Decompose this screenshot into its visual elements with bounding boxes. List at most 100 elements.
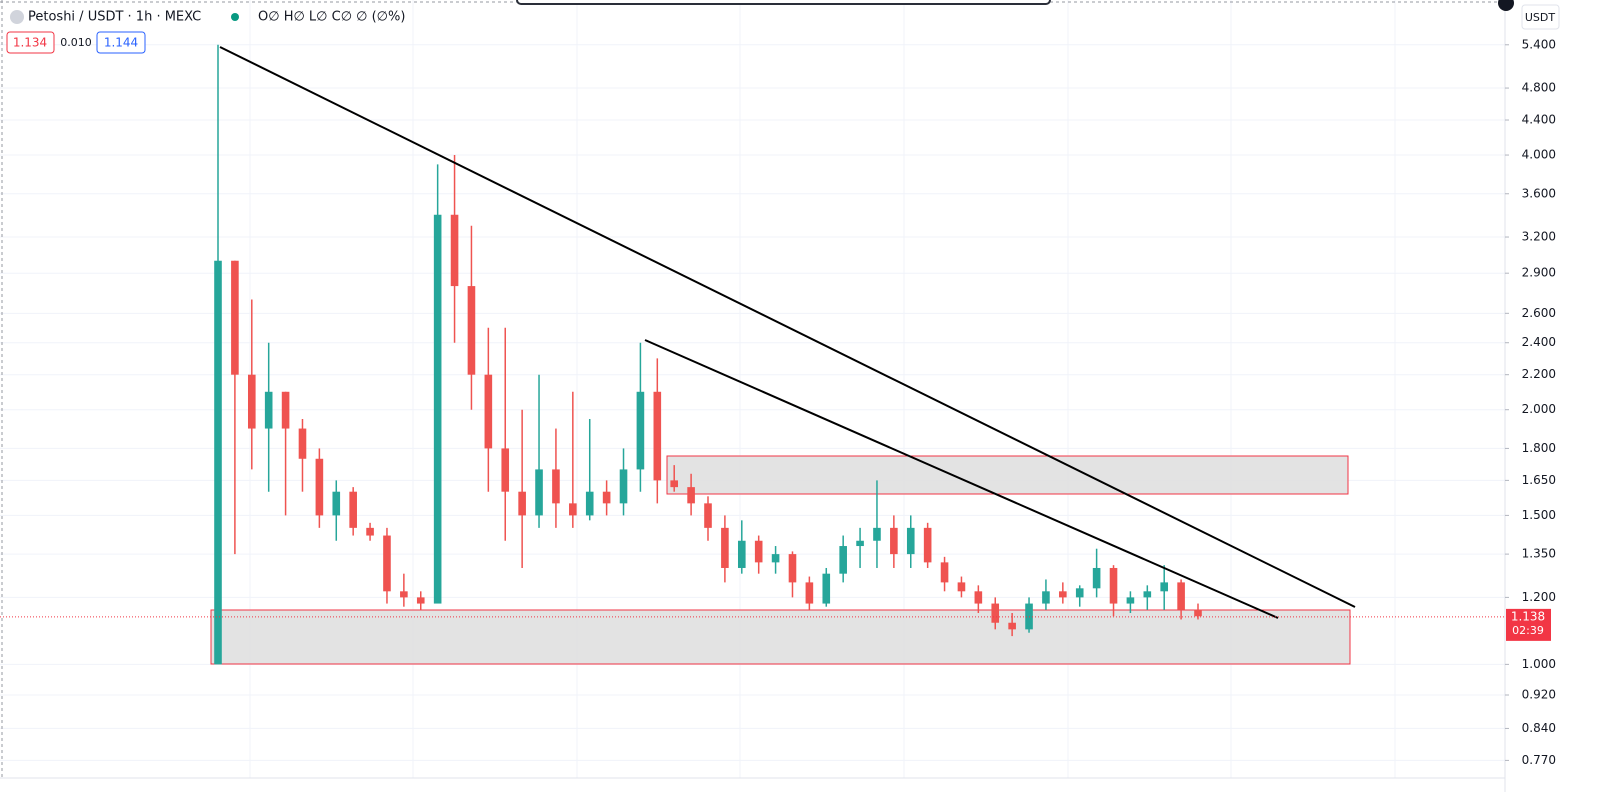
candle-body	[231, 260, 239, 375]
candle-body	[298, 428, 307, 459]
candle-body	[1092, 567, 1101, 589]
candle-body	[569, 503, 577, 516]
y-tick-label: 1.350	[1522, 547, 1556, 561]
candle-body	[687, 487, 695, 504]
candle-body	[636, 391, 645, 470]
y-tick-label: 0.840	[1522, 721, 1556, 735]
candle-body	[552, 469, 560, 504]
candle-body	[670, 480, 679, 488]
ohlc: O∅ H∅ L∅ C∅ ∅ (∅%)	[258, 10, 405, 25]
spread: 0.010	[60, 36, 92, 49]
candle-body	[704, 503, 712, 528]
candle-body	[721, 527, 729, 568]
y-tick-label: 1.000	[1522, 657, 1556, 671]
candle-body	[1008, 622, 1016, 630]
countdown: 02:39	[1512, 624, 1544, 637]
candle-body	[281, 391, 290, 429]
candle-body	[839, 546, 847, 574]
candle-body	[1143, 591, 1152, 598]
candle-body	[214, 260, 222, 665]
y-tick-label: 4.400	[1522, 113, 1556, 127]
time-grid	[249, 0, 1396, 778]
candle-body	[484, 374, 493, 449]
symbol-logo	[10, 10, 24, 24]
candle-body	[974, 591, 983, 604]
toolbar[interactable]	[516, 0, 1051, 5]
currency-box[interactable]	[1521, 4, 1560, 30]
candle-body	[788, 554, 797, 583]
buy-box[interactable]	[96, 31, 146, 54]
last-price-box	[1506, 608, 1551, 641]
y-tick-label: 1.650	[1522, 473, 1556, 487]
y-tick-label: 3.200	[1522, 230, 1556, 244]
candle-body	[771, 554, 780, 563]
y-tick-label: 5.400	[1522, 37, 1556, 51]
y-tick-label: 2.400	[1522, 335, 1556, 349]
bid: 1.134	[13, 36, 47, 50]
candle-body	[1160, 582, 1169, 592]
candle-body	[450, 214, 459, 287]
y-tick-label: 1.500	[1522, 508, 1556, 522]
candle-body	[1194, 609, 1202, 617]
candle-body	[1177, 582, 1185, 610]
candle-body	[366, 527, 374, 536]
symbol: Petoshi / USDT · 1h · MEXC	[28, 10, 201, 25]
y-tick-label: 2.200	[1522, 367, 1556, 381]
candle-body	[906, 527, 915, 555]
candle-body	[856, 540, 864, 547]
y-tick-label: 2.000	[1522, 402, 1556, 416]
candle-body	[957, 582, 966, 592]
candle-body	[518, 491, 526, 516]
add-button[interactable]	[1498, 0, 1514, 11]
candle-body	[737, 540, 746, 568]
candle-body	[501, 448, 510, 492]
y-tick-label: 1.200	[1522, 590, 1556, 604]
candle-body	[467, 286, 476, 375]
candle-body	[923, 527, 932, 563]
candle-body	[890, 527, 898, 555]
candle-body	[1126, 597, 1135, 604]
candle-body	[1075, 588, 1084, 598]
candle-body	[535, 469, 543, 516]
zone-rect	[210, 609, 1351, 665]
candle-body	[383, 535, 391, 592]
candle-body	[873, 527, 881, 541]
candle-body	[264, 391, 273, 429]
candle-body	[1042, 591, 1050, 604]
y-tick-label: 2.600	[1522, 306, 1556, 320]
sell-box[interactable]	[6, 31, 55, 54]
candle-body	[400, 591, 408, 598]
candle-body	[619, 469, 628, 504]
candle-body	[822, 573, 831, 604]
candle-body	[1109, 567, 1118, 604]
candle-body	[991, 603, 1000, 623]
y-tick-label: 2.900	[1522, 266, 1556, 280]
y-tick-label: 3.600	[1522, 186, 1556, 200]
candle-body	[585, 491, 594, 516]
zone-rect	[666, 455, 1349, 495]
candle-body	[433, 214, 442, 604]
candle-body	[653, 391, 662, 481]
y-tick-label: 0.770	[1522, 753, 1556, 767]
trend-line	[644, 339, 1279, 619]
candle-body	[940, 562, 949, 583]
last-price: 1.138	[1511, 609, 1545, 623]
candle-body	[332, 491, 341, 516]
status-dot	[231, 13, 239, 21]
currency: USDT	[1525, 11, 1556, 24]
candle-body	[315, 458, 324, 516]
candle-body	[247, 374, 256, 429]
y-tick-label: 1.800	[1522, 441, 1556, 455]
trend-line	[219, 46, 1356, 608]
y-tick-label: 0.920	[1522, 688, 1556, 702]
candle-body	[805, 582, 814, 604]
candle-body	[349, 491, 357, 528]
candle-body	[416, 597, 425, 604]
y-tick-label: 4.000	[1522, 148, 1556, 162]
y-tick-label: 4.800	[1522, 81, 1556, 95]
ask: 1.144	[104, 36, 138, 50]
candle-body	[754, 540, 763, 563]
candle-body	[1059, 591, 1067, 598]
